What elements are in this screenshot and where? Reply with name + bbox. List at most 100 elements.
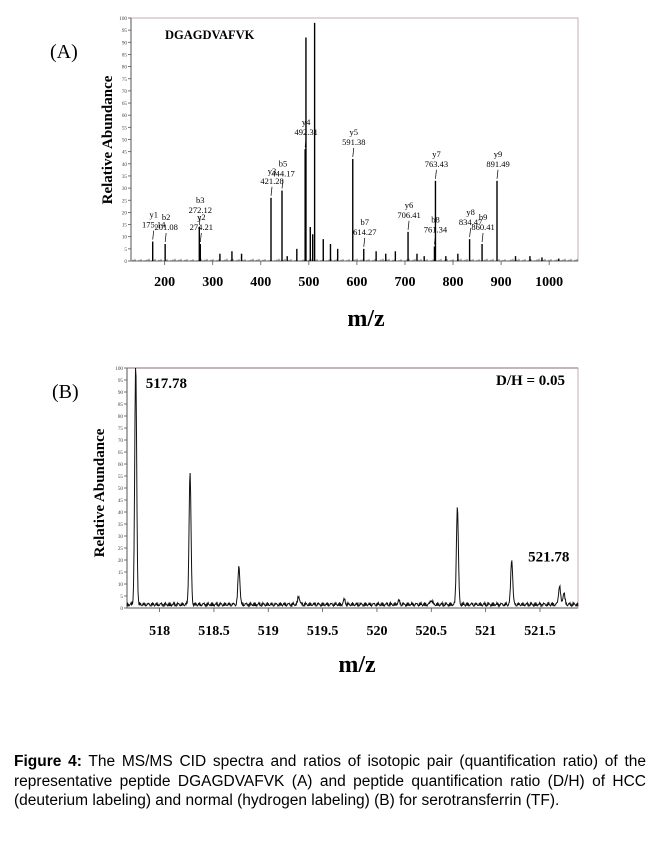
panel-b-x-tick-label: 521.5 — [524, 624, 556, 639]
panel-a-plot-area: 0 5 10 15 20 25 30 35 40 45 50 55 60 65 70 75 80 85 90 95 10… — [119, 16, 579, 290]
panel-a-y-tick-label: 60 — [122, 113, 128, 119]
panel-a-y-tick-label: 90 — [122, 40, 128, 46]
panel-b-y-tick-label: 20 — [118, 558, 124, 564]
panel-a-y-tick-label: 20 — [122, 210, 128, 216]
panel-a-ion-label: y2 — [197, 212, 206, 222]
panel-a-x-tick-label: 700 — [394, 275, 415, 290]
caption-text: The MS/MS CID spectra and ratios of isot… — [14, 753, 647, 809]
panel-a-ion-mz-label: 444.17 — [271, 169, 294, 179]
panel-a-ion-label: y9 — [494, 149, 503, 159]
panel-a-x-tick-label: 900 — [491, 275, 512, 290]
panel-b-y-tick-label: 40 — [118, 510, 124, 516]
panel-a-annotation-arrow — [304, 138, 307, 148]
panel-a-annotation-arrow — [198, 215, 201, 226]
panel-a-annotation-arrow — [199, 232, 202, 243]
panel-b-label: (B) — [52, 381, 79, 403]
panel-a-y-tick-label: 70 — [122, 89, 128, 95]
panel-a-x-axis-label: m/z — [347, 306, 385, 332]
panel-a-ion-label: b9 — [479, 212, 488, 222]
panel-a-ion-mz-label: 834.47 — [459, 217, 482, 227]
panel-a-ion-label: y3 — [268, 166, 277, 176]
panel-a-x-tick-label: 600 — [346, 275, 367, 290]
panel-a-annotation-arrow — [407, 220, 410, 230]
panel-a-ion-mz-label: 201.08 — [154, 222, 177, 232]
panel-a-x-tick-label: 200 — [154, 275, 175, 290]
panel-a-y-tick-label: 0 — [124, 259, 127, 265]
panel-a-ion-label: b2 — [162, 212, 171, 222]
panel-a-ion-mz-label: 891.49 — [486, 159, 509, 169]
panel-a-ion-label: y1 — [149, 210, 158, 220]
panel-a-x-tick-label: 300 — [202, 275, 223, 290]
panel-b-y-tick-label: 95 — [118, 378, 124, 384]
panel-a-annotation-arrow — [363, 237, 366, 247]
panel-b-y-tick-label: 80 — [118, 414, 124, 420]
figure-canvas: (A) DGAGDVAFVK Relative Abundance m/z 0 5… — [50, 16, 579, 678]
panel-b-y-tick-label: 85 — [118, 402, 124, 408]
panel-b-frame — [126, 367, 579, 609]
panel-a-y-axis-label: Relative Abundance — [100, 75, 116, 204]
panel-a-y-tick-label: 100 — [119, 16, 127, 22]
panel-b-y-tick-label: 25 — [118, 546, 124, 552]
panel-a-y-tick-label: 95 — [122, 28, 128, 34]
panel-a-x-tick-label: 500 — [298, 275, 319, 290]
panel-a-y-tick-label: 10 — [122, 235, 128, 241]
panel-a-ion-label: y4 — [302, 117, 311, 127]
panel-b-x-tick-label: 520.5 — [416, 624, 448, 639]
panel-a-y-tick-label: 80 — [122, 65, 128, 71]
panel-a-ion-mz-label: 763.43 — [425, 159, 448, 169]
panel-a-ion-label: y8 — [466, 207, 475, 217]
panel-a-ion-mz-label: 706.41 — [397, 210, 420, 220]
panel-b-spectrum-line — [126, 367, 579, 608]
panel-a-ion-mz-label: 272.12 — [189, 205, 212, 215]
panel-b-y-tick-label: 75 — [118, 426, 124, 432]
panel-b-x-tick-label: 520 — [366, 624, 387, 639]
panel-a-x-tick-label: 1000 — [535, 275, 563, 290]
panel-a-ion-label: y7 — [432, 149, 441, 159]
panel-a-y-tick-label: 45 — [122, 150, 128, 156]
panel-a-title: DGAGDVAFVK — [165, 28, 255, 42]
panel-b-y-tick-label: 50 — [118, 486, 124, 492]
panel-a-annotation-arrow — [164, 232, 167, 243]
panel-a-ion-label: y6 — [405, 200, 414, 210]
panel-a-y-tick-label: 15 — [122, 223, 128, 229]
panel-a-x-tick-label: 800 — [443, 275, 464, 290]
panel-a-annotation-arrow — [481, 232, 484, 243]
panel-a-x-tick-label: 400 — [250, 275, 271, 290]
panel-a-ion-mz-label: 421.28 — [260, 176, 283, 186]
panel-a-annotation-arrow — [352, 147, 355, 157]
panel-b-y-tick-label: 30 — [118, 534, 124, 540]
panel-b-x-tick-label: 521 — [475, 624, 496, 639]
panel-b-y-tick-label: 70 — [118, 438, 124, 444]
panel-a-annotation-arrow — [496, 169, 499, 179]
panel-b-x-tick-label: 518 — [149, 624, 170, 639]
panel-b-y-tick-label: 100 — [115, 366, 123, 372]
panel-b-y-tick-label: 0 — [120, 606, 123, 612]
panel-b-peak-label: 521.78 — [528, 549, 569, 565]
panel-a-ion-mz-label: 175.14 — [142, 220, 166, 230]
panel-b-y-tick-label: 65 — [118, 450, 124, 456]
panel-b-y-tick-label: 10 — [118, 582, 124, 588]
panel-a-chart: (A) DGAGDVAFVK Relative Abundance m/z 0 5… — [50, 16, 579, 332]
panel-a-y-tick-label: 5 — [124, 247, 127, 253]
panel-a-y-tick-label: 50 — [122, 138, 128, 144]
panel-a-ion-label: b8 — [431, 214, 440, 224]
panel-a-annotation-arrow — [469, 228, 471, 238]
panel-a-y-tick-label: 25 — [122, 198, 128, 204]
panel-a-baseline-noise — [130, 258, 579, 262]
caption-label: Figure 4: — [14, 753, 82, 770]
panel-b-y-tick-label: 35 — [118, 522, 124, 528]
panel-a-annotation-arrow — [435, 169, 437, 179]
panel-b-y-tick-label: 60 — [118, 462, 124, 468]
panel-b-x-tick-label: 519.5 — [307, 624, 339, 639]
panel-a-annotation-arrow — [152, 230, 155, 240]
panel-a-y-tick-label: 30 — [122, 186, 128, 192]
panel-a-ion-label: b5 — [279, 159, 288, 169]
panel-a-ion-mz-label: 274.21 — [190, 222, 213, 232]
panel-b-x-tick-label: 518.5 — [198, 624, 230, 639]
panel-a-ion-mz-label: 860.41 — [471, 222, 494, 232]
panel-a-ion-label: b3 — [196, 195, 205, 205]
panel-a-ion-mz-label: 614.27 — [353, 227, 376, 237]
panel-a-annotation-arrow — [434, 235, 436, 245]
panel-a-y-tick-label: 35 — [122, 174, 128, 180]
panel-b-y-tick-label: 55 — [118, 474, 124, 480]
